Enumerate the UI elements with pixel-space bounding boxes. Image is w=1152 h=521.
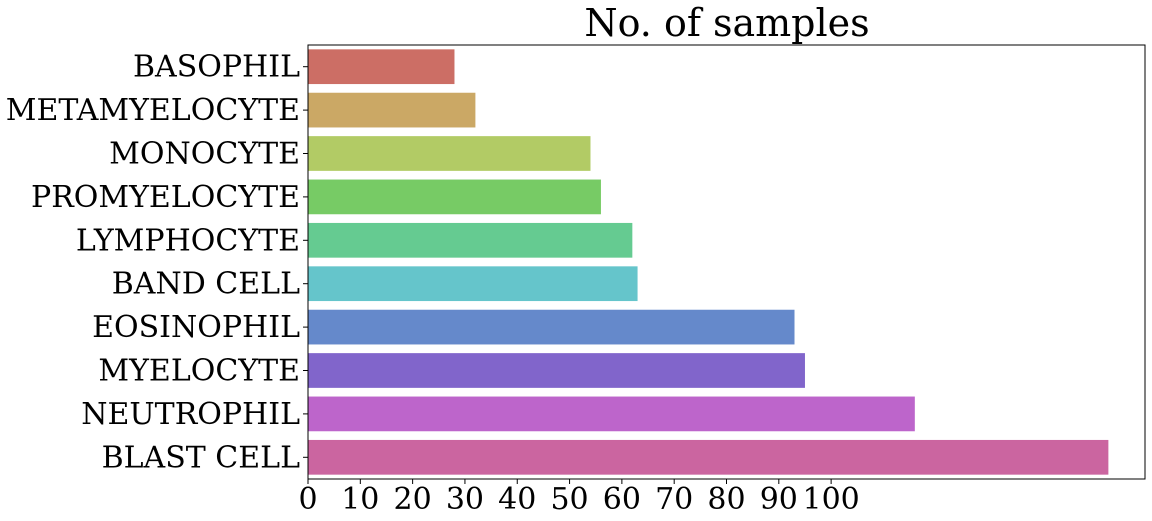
x-tick-label: 10 [341, 482, 379, 517]
x-tick-label: 90 [760, 482, 798, 517]
x-tick-label: 50 [550, 482, 588, 517]
category-label: MONOCYTE [109, 137, 300, 172]
bars-layer [308, 49, 1109, 475]
x-axis-ticks: 0 10 20 30 40 50 60 70 80 90 100 [298, 479, 860, 517]
category-label: LYMPHOCYTE [76, 223, 300, 258]
x-tick-label: 100 [802, 482, 859, 517]
category-label: EOSINOPHIL [92, 310, 300, 345]
bar-blast-cell [308, 439, 1109, 475]
x-tick-label: 20 [394, 482, 432, 517]
category-labels: BASOPHIL METAMYELOCYTE MONOCYTE PROMYELOCYT… [6, 50, 308, 475]
category-label: PROMYELOCYTE [31, 180, 300, 215]
bar-neutrophil [308, 396, 915, 432]
bar-basophil [308, 49, 455, 85]
bar-band-cell [308, 266, 638, 302]
bar-myelocyte [308, 353, 805, 388]
category-label: BLAST CELL [102, 440, 301, 475]
category-label: MYELOCYTE [98, 354, 300, 389]
bar-promyelocyte [308, 179, 601, 215]
chart-title: No. of samples [584, 1, 869, 45]
x-tick-label: 60 [603, 482, 641, 517]
plot-frame [307, 44, 1146, 480]
x-tick-label: 70 [655, 482, 693, 517]
x-tick-label: 30 [446, 482, 484, 517]
bar-monocyte [308, 136, 591, 171]
x-tick-label: 0 [298, 482, 317, 517]
category-label: BAND CELL [112, 267, 300, 302]
bar-metamyelocyte [308, 92, 476, 128]
bar-lymphocyte [308, 222, 633, 258]
x-tick-label: 40 [498, 482, 536, 517]
category-label: NEUTROPHIL [81, 397, 300, 432]
category-label: METAMYELOCYTE [6, 93, 300, 128]
bar-eosinophil [308, 309, 795, 345]
category-label: BASOPHIL [133, 50, 300, 85]
x-tick-label: 80 [707, 482, 745, 517]
